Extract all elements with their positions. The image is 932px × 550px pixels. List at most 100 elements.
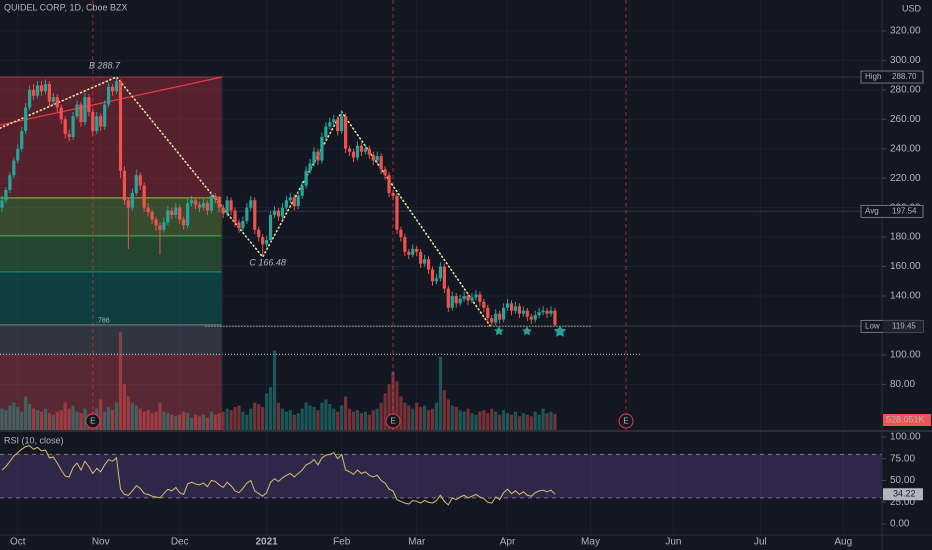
candle-body — [292, 197, 296, 207]
candle-body — [505, 303, 510, 308]
volume-bar — [474, 414, 478, 430]
candle-body — [241, 220, 245, 229]
candle-body — [162, 222, 166, 230]
volume-bar — [434, 402, 439, 430]
x-tick-label: Jun — [665, 537, 681, 548]
volume-bar — [454, 407, 458, 430]
volume-bar — [79, 413, 83, 430]
volume-bar — [387, 384, 391, 430]
background-layer — [0, 0, 882, 535]
y-tick-label: 320.00 — [890, 26, 921, 37]
earnings-marker — [618, 413, 634, 429]
candle-body — [395, 195, 399, 230]
candle-body — [71, 116, 75, 137]
y-tick-label: 80.00 — [890, 379, 915, 390]
x-tick-label: Nov — [92, 537, 110, 548]
volume-bar — [423, 405, 427, 430]
candle-body — [201, 203, 206, 208]
volume-bar — [8, 405, 12, 430]
volume-bar — [233, 407, 237, 430]
y-tick-label: 260.00 — [890, 114, 921, 125]
y-tick-label: 280.00 — [890, 84, 921, 95]
candle-body — [118, 80, 123, 171]
candle-body — [320, 136, 324, 161]
stat-box — [860, 70, 924, 84]
volume-bar — [158, 402, 162, 430]
candle-body — [186, 203, 190, 226]
candle-body — [411, 248, 415, 255]
candle-body — [375, 156, 379, 161]
x-tick-label: Dec — [171, 537, 189, 548]
volume-bar — [280, 408, 285, 430]
candle-body — [553, 310, 557, 325]
y-tick-label: 300.00 — [890, 55, 921, 66]
rsi-tick-label: 25.00 — [890, 497, 915, 508]
candle-body — [545, 310, 549, 314]
volume-bar — [415, 402, 419, 430]
chart-title: QUIDEL CORP, 1D, Cboe BZX — [4, 2, 128, 12]
volume-bar — [134, 405, 138, 430]
volume-bar — [521, 413, 525, 430]
main-layer: .786 E E E B 288.7 C 166.48 — [0, 60, 634, 506]
candle-body — [257, 229, 261, 238]
rsi-tick-label: 50.00 — [890, 475, 915, 486]
candle-body — [110, 86, 115, 92]
candle-body — [261, 237, 265, 245]
volume-bar — [249, 408, 253, 430]
candle-body — [193, 200, 198, 205]
candle-body — [541, 310, 545, 313]
candle-body — [170, 210, 174, 215]
candle-body — [347, 148, 352, 152]
volume-bar — [55, 411, 59, 430]
y-tick-label: 220.00 — [890, 173, 921, 184]
candle-body — [122, 170, 127, 201]
candle-body — [197, 204, 202, 208]
volume-bar — [486, 413, 490, 430]
volume-bar — [529, 416, 533, 430]
volume-bar — [31, 408, 36, 430]
candle-body — [426, 259, 431, 270]
candle-body — [213, 195, 217, 199]
candle-body — [0, 200, 4, 208]
rsi-tick-label: 0.00 — [890, 519, 910, 530]
rsi-band — [0, 454, 882, 498]
volume-bar — [494, 411, 498, 430]
candle-body — [462, 295, 466, 299]
candle-body — [284, 200, 288, 208]
star — [494, 326, 504, 336]
candle-body — [87, 97, 91, 112]
volume-bar — [67, 408, 71, 430]
candle-body — [95, 116, 99, 132]
candle-body — [4, 189, 8, 201]
volume-bar — [0, 408, 4, 430]
volume-bar — [375, 408, 379, 430]
candle-body — [324, 126, 328, 137]
candle-body — [205, 203, 209, 211]
volume-bar — [498, 414, 502, 430]
volume-bar — [268, 387, 273, 430]
candle-body — [474, 294, 478, 298]
volume-bar — [150, 413, 154, 430]
volume-bar — [189, 417, 194, 430]
volume-bar — [103, 411, 107, 430]
volume-bar — [241, 411, 245, 430]
volume-bar — [320, 402, 324, 430]
volume-bar — [265, 393, 269, 430]
earnings-label: E — [390, 417, 395, 426]
candle-body — [31, 89, 36, 96]
candle-body — [383, 169, 387, 176]
candle-body — [486, 307, 490, 319]
volume-bar — [458, 410, 462, 430]
candle-body — [51, 97, 55, 102]
volume-bar — [324, 399, 328, 430]
volume-bar — [217, 413, 221, 430]
rsi-value: 34.22 — [893, 489, 916, 499]
candle-body — [529, 316, 533, 320]
candle-body — [233, 210, 237, 223]
volume-bar — [478, 411, 482, 430]
volume-bar — [509, 414, 514, 430]
candle-body — [146, 207, 150, 213]
y-tick-label: 240.00 — [890, 143, 921, 154]
volume-bar — [391, 371, 395, 430]
